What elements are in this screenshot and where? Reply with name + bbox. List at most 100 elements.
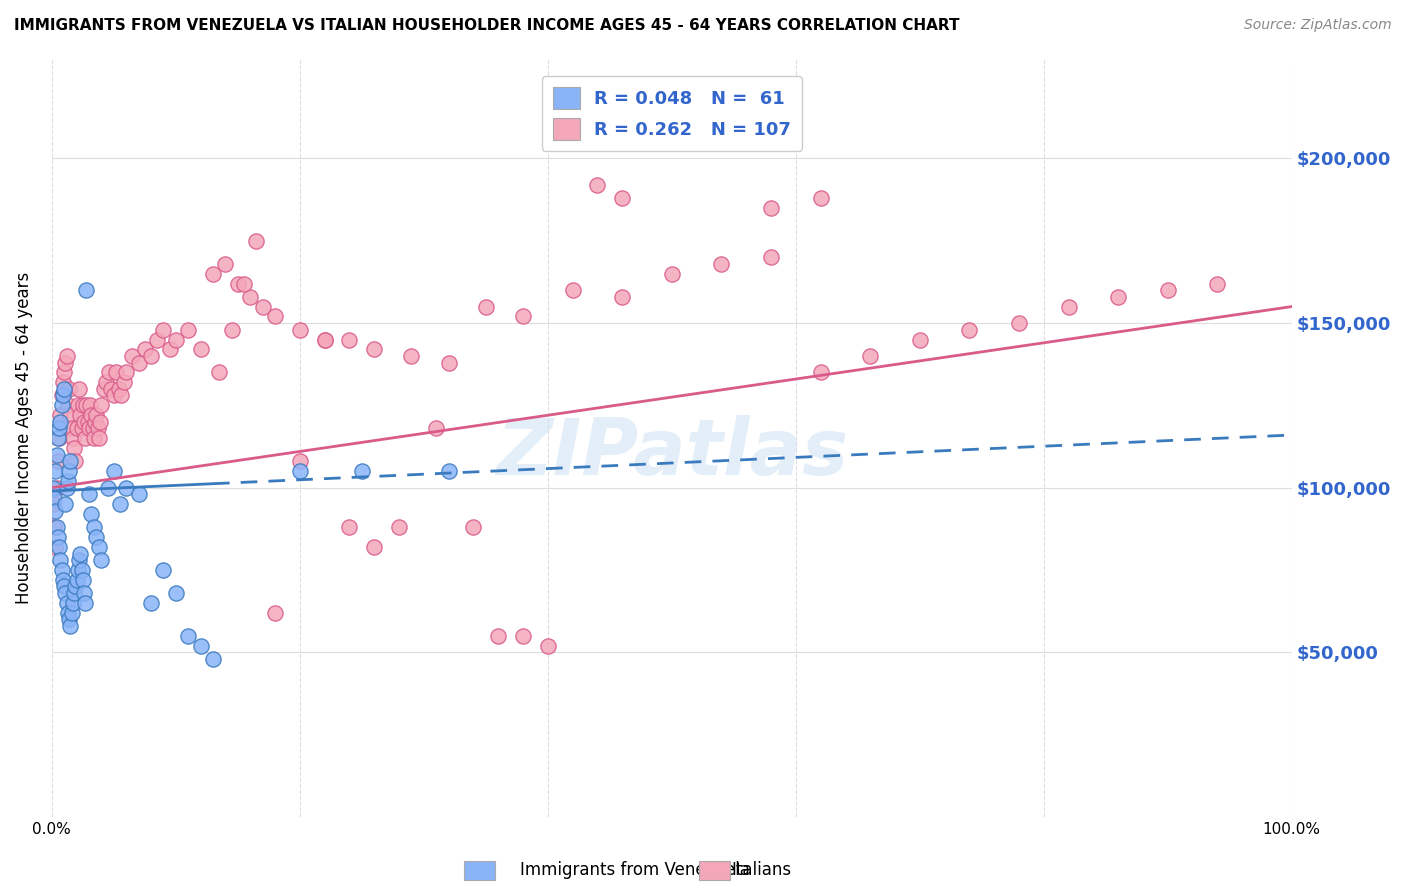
Point — [48, 421, 70, 435]
Text: ZIPatlas: ZIPatlas — [496, 416, 848, 491]
Point — [759, 250, 782, 264]
Point — [42, 481, 65, 495]
Point — [264, 310, 287, 324]
Point — [46, 530, 69, 544]
Point — [67, 382, 90, 396]
Point — [221, 323, 243, 337]
Point — [58, 382, 80, 396]
Point — [90, 398, 112, 412]
Point — [388, 520, 411, 534]
Point — [115, 366, 138, 380]
Point — [49, 409, 72, 423]
Point — [86, 530, 108, 544]
Point — [337, 520, 360, 534]
Point — [70, 563, 93, 577]
Point — [612, 191, 634, 205]
Point — [1107, 290, 1129, 304]
Point — [52, 376, 75, 390]
Point — [44, 464, 66, 478]
Point — [152, 323, 174, 337]
Point — [56, 606, 79, 620]
Point — [51, 398, 73, 412]
Point — [44, 504, 66, 518]
Point — [337, 333, 360, 347]
Point — [44, 540, 66, 554]
Point — [437, 464, 460, 478]
Point — [49, 415, 72, 429]
Point — [425, 421, 447, 435]
Point — [56, 474, 79, 488]
Text: IMMIGRANTS FROM VENEZUELA VS ITALIAN HOUSEHOLDER INCOME AGES 45 - 64 YEARS CORRE: IMMIGRANTS FROM VENEZUELA VS ITALIAN HOU… — [14, 18, 959, 33]
Point — [86, 421, 108, 435]
Point — [561, 283, 583, 297]
Point — [60, 421, 83, 435]
Point — [252, 300, 274, 314]
Point — [76, 398, 98, 412]
Point — [810, 366, 832, 380]
Point — [75, 431, 97, 445]
Point — [128, 487, 150, 501]
Point — [165, 333, 187, 347]
Point — [165, 586, 187, 600]
Point — [46, 454, 69, 468]
Legend: R = 0.048   N =  61, R = 0.262   N = 107: R = 0.048 N = 61, R = 0.262 N = 107 — [541, 76, 801, 151]
Point — [233, 277, 256, 291]
Point — [89, 415, 111, 429]
Point — [152, 563, 174, 577]
Point — [103, 464, 125, 478]
Point — [48, 431, 70, 445]
Point — [72, 573, 94, 587]
Point — [108, 497, 131, 511]
Point — [70, 421, 93, 435]
Point — [44, 520, 66, 534]
Point — [59, 619, 82, 633]
Point — [1206, 277, 1229, 291]
Point — [908, 333, 931, 347]
Point — [45, 448, 67, 462]
Text: Immigrants from Venezuela: Immigrants from Venezuela — [520, 861, 749, 879]
Point — [201, 652, 224, 666]
Point — [112, 376, 135, 390]
Point — [288, 454, 311, 468]
Point — [55, 481, 77, 495]
Point — [201, 267, 224, 281]
Point — [1008, 316, 1031, 330]
Point — [87, 540, 110, 554]
Point — [52, 388, 75, 402]
Point — [48, 540, 70, 554]
Point — [63, 441, 86, 455]
Point — [76, 415, 98, 429]
Point — [65, 421, 87, 435]
Point — [437, 355, 460, 369]
Point — [1157, 283, 1180, 297]
Point — [121, 349, 143, 363]
Point — [288, 323, 311, 337]
Text: Italians: Italians — [731, 861, 792, 879]
Point — [76, 283, 98, 297]
Point — [65, 579, 87, 593]
Point — [66, 398, 89, 412]
Point — [859, 349, 882, 363]
Point — [177, 323, 200, 337]
Point — [80, 507, 103, 521]
Point — [65, 573, 87, 587]
Point — [159, 343, 181, 357]
Point — [79, 398, 101, 412]
Point — [62, 596, 84, 610]
Text: Source: ZipAtlas.com: Source: ZipAtlas.com — [1244, 18, 1392, 32]
Point — [63, 586, 86, 600]
Point — [55, 497, 77, 511]
Point — [190, 343, 212, 357]
Point — [49, 553, 72, 567]
Point — [512, 310, 534, 324]
Point — [537, 639, 560, 653]
Point — [115, 481, 138, 495]
Point — [67, 553, 90, 567]
Point — [55, 355, 77, 369]
Point — [45, 520, 67, 534]
Point — [86, 409, 108, 423]
Point — [96, 376, 118, 390]
Point — [69, 409, 91, 423]
Point — [810, 191, 832, 205]
Point — [51, 388, 73, 402]
